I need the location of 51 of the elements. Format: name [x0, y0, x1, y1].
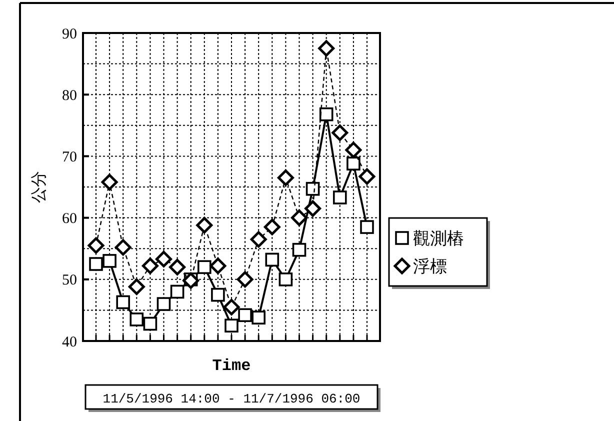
y-tick-label: 50: [62, 272, 77, 289]
point: [114, 239, 132, 256]
point: [224, 318, 238, 332]
y-tick-label: 70: [62, 149, 77, 166]
point: [264, 218, 280, 236]
point: [345, 142, 362, 158]
y-axis-title: 公分: [31, 171, 48, 203]
point: [89, 257, 103, 271]
point: [223, 298, 240, 316]
point: [101, 174, 118, 190]
point: [142, 258, 158, 274]
point: [332, 124, 348, 142]
point: [156, 297, 171, 311]
y-tick-label: 80: [62, 88, 77, 104]
y-tick-label: 90: [62, 26, 77, 42]
point: [130, 312, 144, 326]
point: [210, 258, 226, 274]
text: 11/5/1996 14:00 - 11/7/1996 06:00: [102, 392, 360, 407]
point: [196, 216, 213, 234]
point: [291, 210, 308, 226]
point: [116, 295, 130, 310]
legend-label: 觀測樁: [413, 228, 464, 249]
point: [319, 107, 334, 122]
point: [169, 258, 186, 276]
point: [306, 182, 320, 196]
y-tick-label: 40: [62, 334, 77, 350]
point: [333, 190, 347, 204]
point: [143, 316, 158, 331]
y-tick-label: 60: [62, 211, 77, 228]
point: [265, 252, 280, 267]
point: [318, 40, 335, 57]
point: [102, 254, 116, 268]
point: [170, 284, 184, 299]
point: [88, 237, 104, 254]
point: [128, 278, 145, 296]
point: [277, 170, 294, 186]
point: [156, 250, 172, 268]
point: [358, 168, 376, 185]
point: [211, 288, 225, 302]
legend-label: 浮標: [413, 256, 447, 277]
point: [252, 310, 266, 324]
x-axis-title: Time: [212, 357, 251, 375]
point: [250, 231, 267, 248]
point: [304, 200, 322, 217]
point: [198, 260, 212, 274]
point: [360, 220, 374, 234]
point: [236, 271, 254, 288]
point: [346, 156, 360, 170]
point: [278, 272, 293, 286]
point: [238, 308, 252, 322]
point: [292, 242, 306, 257]
